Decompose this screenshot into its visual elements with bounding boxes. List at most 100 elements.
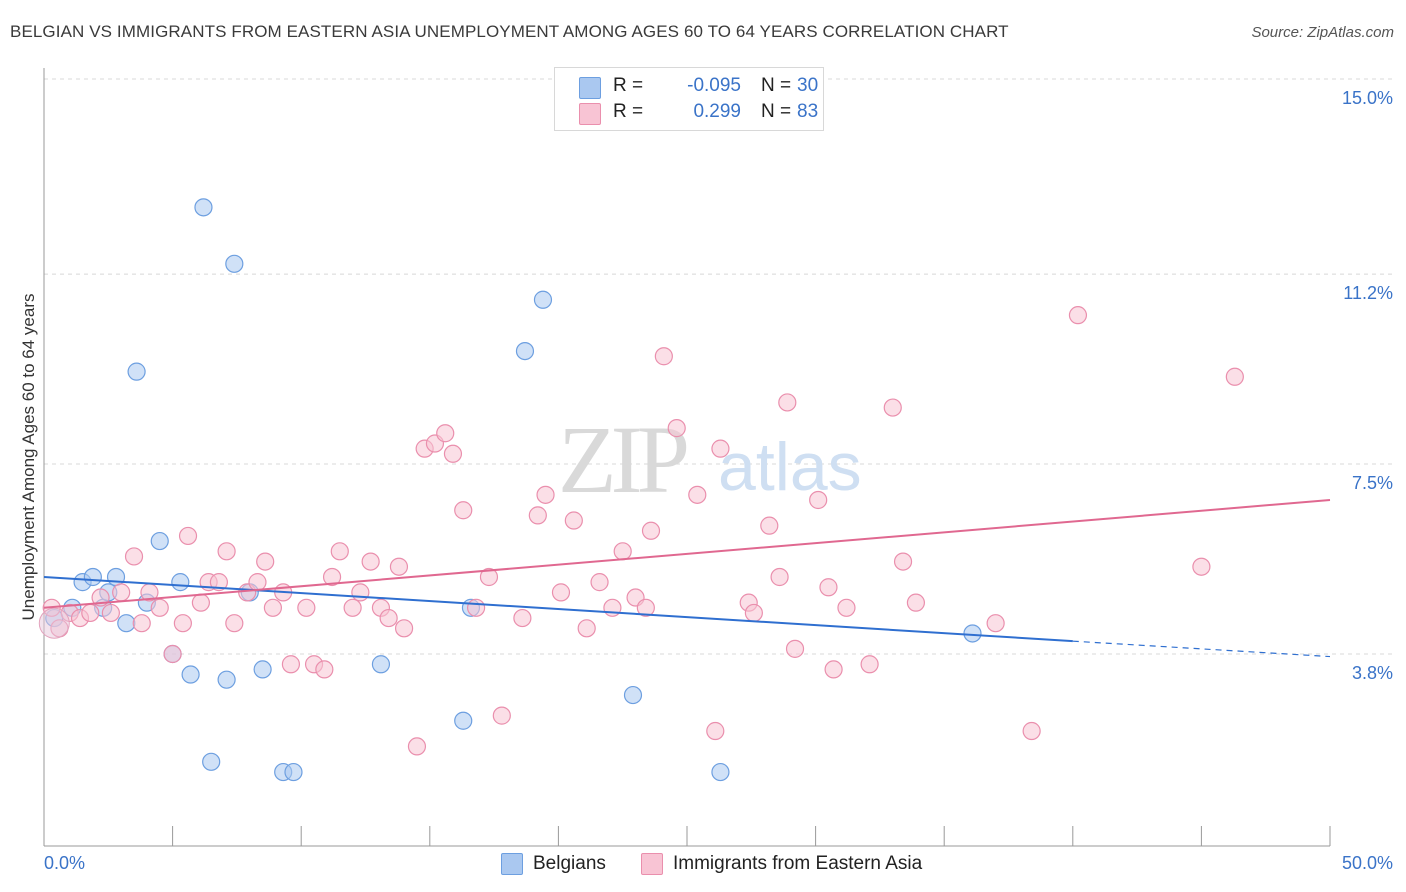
y-tick-label: 3.8% [1352, 663, 1393, 683]
eastern-asia-point [124, 547, 144, 566]
grid-lines [44, 78, 1395, 655]
watermark-zip: ZIP [558, 406, 687, 513]
eastern-asia-point [407, 737, 427, 756]
source-credit: Source: ZipAtlas.com [1251, 24, 1394, 41]
eastern-asia-point [1192, 557, 1211, 576]
y-tick-label: 7.5% [1352, 473, 1393, 493]
eastern-asia-point [564, 511, 583, 530]
series-legend: Belgians Immigrants from Eastern Asia [0, 850, 1406, 878]
eastern-asia-point [263, 598, 283, 617]
eastern-asia-point [636, 598, 655, 617]
eastern-asia-points [38, 306, 1244, 756]
axes [43, 68, 1331, 847]
eastern-asia-point [225, 614, 244, 633]
r-label: R = [613, 101, 644, 122]
eastern-asia-point [577, 619, 596, 638]
eastern-asia-point [711, 439, 730, 458]
belgian-point [106, 567, 126, 587]
legend-label-belgians: Belgians [533, 853, 606, 874]
n-value: 83 [797, 101, 819, 122]
belgian-point [194, 198, 213, 217]
eastern-asia-point [217, 542, 236, 561]
legend-label-eastern-asia: Immigrants from Eastern Asia [673, 853, 923, 874]
eastern-asia-point [248, 573, 267, 592]
eastern-asia-point [906, 593, 926, 612]
belgian-point [217, 670, 236, 689]
x-tick-label: 50.0% [1342, 853, 1393, 873]
n-label: N = [761, 101, 792, 122]
eastern-asia-point [150, 598, 169, 617]
eastern-asia-trend-line [43, 498, 1331, 609]
belgian-point [127, 362, 146, 381]
watermark-atlas: atlas [718, 429, 862, 505]
eastern-asia-point [322, 567, 342, 587]
belgian-point [284, 762, 303, 782]
watermark: ZIP atlas [558, 406, 862, 513]
belgian-point [963, 624, 982, 643]
belgian-point [83, 567, 102, 587]
r-label: R = [613, 75, 644, 96]
eastern-asia-point [986, 614, 1005, 633]
eastern-asia-point [315, 660, 334, 679]
belgian-point [181, 665, 200, 684]
n-value: 30 [797, 75, 819, 96]
eastern-asia-point [330, 542, 349, 561]
eastern-asia-point [436, 424, 455, 443]
eastern-asia-point [744, 603, 763, 623]
legend-swatch-eastern-asia [579, 103, 601, 125]
eastern-asia-point [454, 501, 473, 520]
trend-lines [43, 498, 1331, 658]
eastern-asia-point [209, 573, 228, 592]
legend-swatch-eastern-asia [641, 853, 663, 875]
eastern-asia-point [101, 603, 120, 623]
eastern-asia-point [394, 619, 414, 638]
belgian-point [117, 614, 136, 633]
belgian-point [253, 660, 272, 679]
belgian-point [533, 290, 553, 309]
eastern-asia-point [466, 598, 486, 617]
belgian-point [225, 254, 244, 273]
eastern-asia-point [893, 552, 913, 571]
eastern-asia-point [528, 506, 547, 525]
eastern-asia-point [883, 398, 902, 417]
eastern-asia-point [706, 721, 725, 741]
eastern-asia-point [760, 516, 779, 535]
legend-swatch-belgians [579, 77, 601, 99]
eastern-asia-point [819, 578, 838, 597]
eastern-asia-point [1225, 367, 1244, 386]
eastern-asia-point [860, 655, 879, 674]
n-label: N = [761, 75, 792, 96]
eastern-asia-point [132, 614, 151, 633]
eastern-asia-point [809, 490, 828, 510]
y-axis-label: Unemployment Among Ages 60 to 64 years [19, 293, 38, 621]
eastern-asia-point [778, 393, 797, 412]
belgian-point [454, 711, 473, 730]
eastern-asia-point [163, 644, 182, 664]
belgians-trend-line [43, 575, 1073, 643]
eastern-asia-point [492, 706, 511, 725]
eastern-asia-point [351, 583, 370, 602]
y-tick-label: 15.0% [1342, 88, 1393, 108]
legend-swatch-belgians [501, 853, 523, 875]
belgian-point [150, 531, 169, 551]
eastern-asia-point [361, 552, 380, 571]
eastern-asia-point [613, 542, 632, 561]
eastern-asia-point-large [38, 607, 70, 639]
eastern-asia-point [256, 552, 275, 571]
eastern-asia-point [443, 444, 463, 463]
chart-title: BELGIAN VS IMMIGRANTS FROM EASTERN ASIA … [10, 22, 1009, 41]
belgian-point [711, 762, 730, 782]
r-value: -0.095 [687, 75, 741, 96]
eastern-asia-point [551, 583, 571, 602]
eastern-asia-point [281, 655, 301, 674]
eastern-asia-point [590, 573, 609, 592]
eastern-asia-point [513, 608, 532, 628]
belgians-trend-extension [1072, 640, 1331, 658]
eastern-asia-point [297, 598, 316, 617]
eastern-asia-point [688, 485, 707, 504]
x-tick-label: 0.0% [44, 853, 85, 873]
eastern-asia-point [173, 614, 192, 633]
eastern-asia-point [837, 598, 856, 617]
eastern-asia-point [667, 419, 686, 438]
